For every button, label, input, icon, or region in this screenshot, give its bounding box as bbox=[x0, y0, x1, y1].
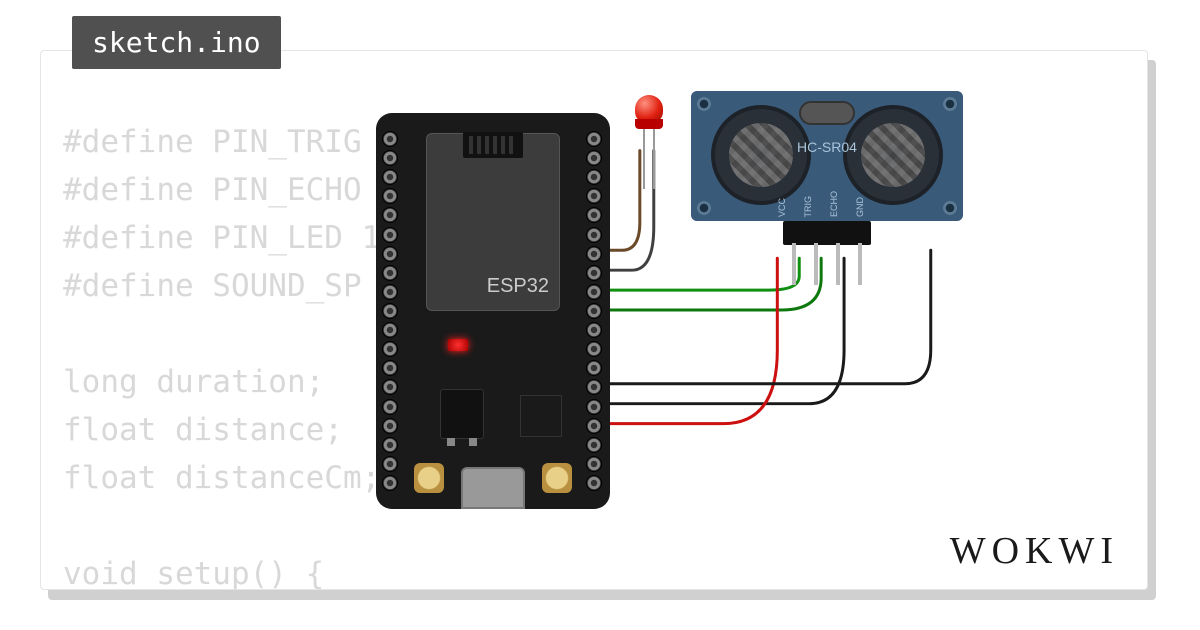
hcsr04-pin-labels: VCC TRIG ECHO GND bbox=[778, 191, 876, 217]
esp32-d18-to-echo bbox=[598, 258, 821, 310]
esp32-pins-right bbox=[586, 131, 604, 491]
pin-hole bbox=[382, 379, 398, 395]
pin-hole bbox=[382, 207, 398, 223]
esp32-en-button[interactable] bbox=[542, 463, 572, 493]
pin-hole bbox=[586, 418, 602, 434]
filename-text: sketch.ino bbox=[92, 26, 261, 59]
header-pin bbox=[858, 243, 862, 285]
mount-hole bbox=[943, 97, 957, 111]
pin-label: ECHO bbox=[830, 191, 850, 217]
crystal-icon bbox=[799, 101, 855, 125]
pin-hole bbox=[382, 227, 398, 243]
project-card: #define PIN_TRIG 5 #define PIN_ECHO 18 #… bbox=[40, 50, 1148, 590]
pin-hole bbox=[586, 379, 602, 395]
led-anode-leg bbox=[643, 129, 645, 189]
pin-hole bbox=[586, 265, 602, 281]
pin-hole bbox=[382, 475, 398, 491]
esp32-pins-left bbox=[382, 131, 400, 491]
pin-hole bbox=[586, 322, 602, 338]
pin-hole bbox=[586, 131, 602, 147]
esp32-regulator bbox=[440, 389, 484, 439]
hcsr04-label: HC-SR04 bbox=[797, 139, 857, 155]
pin-hole bbox=[586, 227, 602, 243]
pin-hole bbox=[382, 284, 398, 300]
pin-hole bbox=[382, 322, 398, 338]
pin-hole bbox=[382, 303, 398, 319]
pin-hole bbox=[586, 303, 602, 319]
esp32-gnd-to-sr04-gnd bbox=[598, 258, 844, 403]
pin-hole bbox=[382, 437, 398, 453]
pin-hole bbox=[586, 437, 602, 453]
pin-hole bbox=[382, 418, 398, 434]
pin-hole bbox=[382, 265, 398, 281]
wokwi-brand: WOKWI bbox=[950, 529, 1119, 573]
red-led[interactable] bbox=[635, 95, 663, 135]
pin-hole bbox=[382, 188, 398, 204]
pin-hole bbox=[382, 456, 398, 472]
esp32-board[interactable]: ESP32 bbox=[376, 113, 610, 509]
pin-label: GND bbox=[856, 197, 876, 217]
esp32-usb-port bbox=[461, 467, 525, 509]
led-cathode-leg bbox=[653, 129, 655, 189]
pin-hole bbox=[586, 188, 602, 204]
pin-hole bbox=[586, 475, 602, 491]
pin-hole bbox=[382, 399, 398, 415]
pin-hole bbox=[382, 169, 398, 185]
esp32-label: ESP32 bbox=[487, 275, 549, 298]
esp32-antenna bbox=[463, 132, 523, 158]
esp32-3v3-to-sr04-vcc bbox=[598, 258, 777, 423]
esp32-d5-to-trig bbox=[598, 258, 799, 290]
esp32-boot-button[interactable] bbox=[414, 463, 444, 493]
esp32-power-led bbox=[448, 339, 468, 351]
filename-tab[interactable]: sketch.ino bbox=[72, 16, 281, 69]
pin-hole bbox=[382, 341, 398, 357]
mount-hole bbox=[697, 201, 711, 215]
pin-hole bbox=[382, 360, 398, 376]
pin-hole bbox=[382, 131, 398, 147]
hcsr04-sensor[interactable]: HC-SR04 VCC TRIG ECHO GND bbox=[691, 91, 963, 221]
pin-hole bbox=[586, 150, 602, 166]
hcsr04-header bbox=[783, 221, 871, 245]
pin-label: TRIG bbox=[804, 196, 824, 218]
mount-hole bbox=[943, 201, 957, 215]
pin-hole bbox=[586, 284, 602, 300]
pin-label: VCC bbox=[778, 198, 798, 217]
header-pin bbox=[792, 243, 796, 285]
esp32-usb-chip bbox=[520, 395, 562, 437]
pin-hole bbox=[586, 169, 602, 185]
esp32-shield: ESP32 bbox=[426, 133, 560, 311]
pin-hole bbox=[382, 246, 398, 262]
mount-hole bbox=[697, 97, 711, 111]
pin-hole bbox=[586, 246, 602, 262]
pin-hole bbox=[586, 360, 602, 376]
header-pin bbox=[814, 243, 818, 285]
pin-hole bbox=[586, 207, 602, 223]
led-base bbox=[635, 119, 663, 129]
esp32-back-gnd bbox=[598, 250, 931, 384]
pin-hole bbox=[382, 150, 398, 166]
pin-hole bbox=[586, 456, 602, 472]
pin-hole bbox=[586, 341, 602, 357]
header-pin bbox=[836, 243, 840, 285]
circuit-diagram[interactable]: ESP32 HC-SR04 VCC TRIG ECHO GND bbox=[41, 51, 1147, 589]
pin-hole bbox=[586, 399, 602, 415]
